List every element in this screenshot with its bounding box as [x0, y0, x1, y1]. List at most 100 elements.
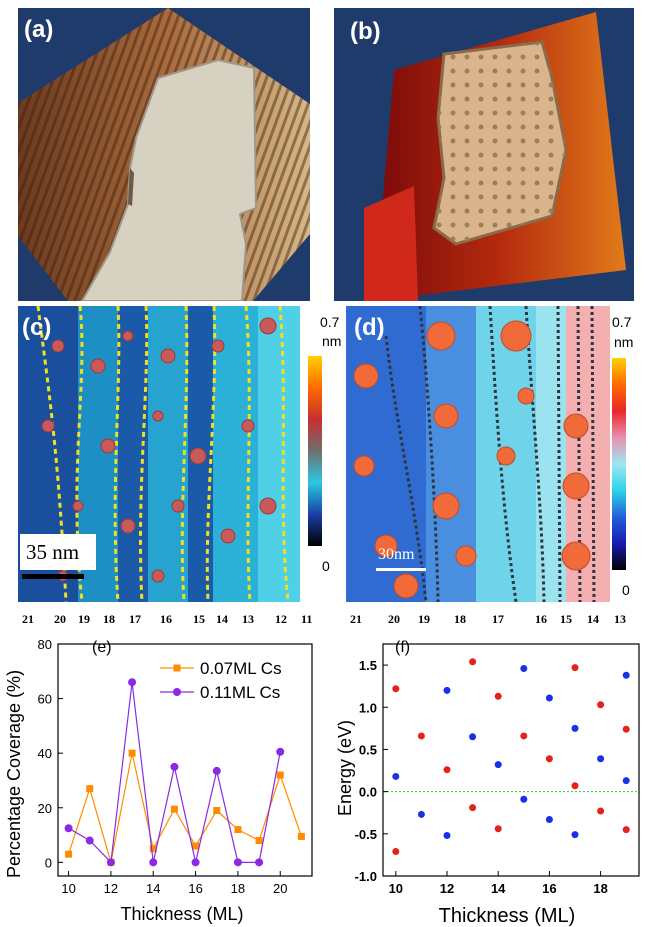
- panel-b: (b): [334, 8, 634, 301]
- data-point: [469, 733, 477, 741]
- data-point: [597, 701, 605, 709]
- data-point: [545, 755, 553, 763]
- thickness-label: 14: [216, 612, 228, 626]
- y-tick-label: 0.0: [359, 785, 377, 800]
- thickness-label: 14: [587, 612, 599, 626]
- panel-a-image: [18, 8, 310, 301]
- data-point: [392, 772, 400, 780]
- data-point: [545, 694, 553, 702]
- data-point: [443, 766, 451, 774]
- data-point: [571, 831, 579, 839]
- data-point: [213, 806, 221, 814]
- y-tick-label: -0.5: [355, 827, 377, 842]
- panel-d-image: [346, 306, 610, 603]
- chart-e-panel-label: (e): [92, 639, 112, 656]
- data-point: [128, 749, 136, 757]
- thickness-label: 13: [614, 612, 626, 626]
- data-point: [86, 785, 94, 793]
- panel-a: (a): [18, 8, 310, 301]
- data-point: [64, 824, 73, 833]
- data-point: [149, 845, 157, 853]
- x-tick-label: 10: [389, 881, 403, 896]
- data-point: [520, 732, 528, 740]
- plot-frame: [382, 643, 640, 877]
- data-point: [571, 724, 579, 732]
- panel-c-image: [18, 306, 300, 603]
- y-tick-label: 80: [38, 637, 52, 652]
- panel-d-colorbar-max: 0.7: [612, 314, 632, 330]
- chart-f: (f) Thickness (ML) Energy (eV) 10 12 14 16 1…: [335, 639, 640, 926]
- data-point: [276, 771, 284, 779]
- panel-b-image: [364, 12, 626, 301]
- data-point: [469, 658, 477, 666]
- data-point: [494, 761, 502, 769]
- data-point: [65, 850, 73, 858]
- y-tick-label: 0.5: [359, 742, 377, 757]
- data-point: [191, 858, 200, 867]
- panel-b-label: (b): [350, 18, 381, 45]
- thickness-label: 17: [129, 612, 141, 626]
- data-point: [443, 832, 451, 840]
- panel-d: (d) 30nm 0.7 nm 0: [346, 306, 646, 608]
- x-tick-label: 16: [188, 881, 202, 896]
- y-tick-label: 0: [45, 855, 52, 870]
- chart-f-ylabel: Energy (eV): [335, 720, 355, 816]
- plot-frame: [57, 643, 313, 877]
- y-tick-label: -1.0: [355, 869, 377, 884]
- y-tick-label: 60: [38, 692, 52, 707]
- data-point: [417, 810, 425, 818]
- data-point: [297, 832, 305, 840]
- thickness-label: 18: [454, 612, 466, 626]
- x-tick-label: 14: [491, 881, 506, 896]
- panel-a-label: (a): [24, 16, 54, 43]
- legend-label: 0.07ML Cs: [200, 659, 282, 678]
- data-point: [545, 815, 553, 823]
- panel-c-colorbar: [308, 356, 322, 546]
- series-line: [68, 753, 302, 863]
- data-point: [149, 858, 158, 867]
- data-point: [85, 836, 94, 845]
- x-tick-label: 16: [542, 881, 556, 896]
- x-tick-label: 14: [146, 881, 160, 896]
- data-point: [233, 858, 242, 867]
- data-point: [622, 725, 630, 733]
- data-point: [494, 692, 502, 700]
- legend-marker: [173, 688, 181, 696]
- thickness-label: 15: [193, 612, 205, 626]
- thickness-label: 17: [492, 612, 504, 626]
- data-point: [494, 825, 502, 833]
- x-tick-label: 10: [61, 881, 75, 896]
- chart-f-panel-label: (f): [395, 639, 410, 656]
- data-point: [520, 664, 528, 672]
- data-point: [443, 686, 451, 694]
- x-tick-label: 18: [231, 881, 245, 896]
- data-point: [255, 858, 264, 867]
- data-point: [622, 826, 630, 834]
- data-point: [234, 826, 242, 834]
- panel-c-colorbar-max: 0.7: [320, 314, 340, 330]
- data-point: [106, 858, 115, 867]
- thickness-label: 16: [535, 612, 547, 626]
- thickness-label: 20: [388, 612, 400, 626]
- panel-d-label: (d): [354, 314, 385, 341]
- data-point: [170, 805, 178, 813]
- data-point: [469, 804, 477, 812]
- thickness-label: 15: [560, 612, 572, 626]
- data-point: [192, 842, 200, 850]
- panel-d-colorbar-unit: nm: [614, 334, 634, 350]
- thickness-label: 20: [54, 612, 66, 626]
- panel-c-scale-box: [20, 534, 96, 570]
- data-point: [571, 664, 579, 672]
- data-point: [520, 795, 528, 803]
- data-point: [212, 766, 221, 775]
- legend-marker: [173, 664, 181, 672]
- data-point: [622, 777, 630, 785]
- data-point: [597, 807, 605, 815]
- chart-e-xlabel: Thickness (ML): [120, 904, 243, 924]
- data-point: [128, 678, 137, 687]
- thickness-label: 19: [78, 612, 90, 626]
- y-tick-label: 40: [38, 746, 52, 761]
- legend-label: 0.11ML Cs: [200, 683, 280, 702]
- thickness-label: 11: [301, 612, 313, 626]
- data-point: [571, 782, 579, 790]
